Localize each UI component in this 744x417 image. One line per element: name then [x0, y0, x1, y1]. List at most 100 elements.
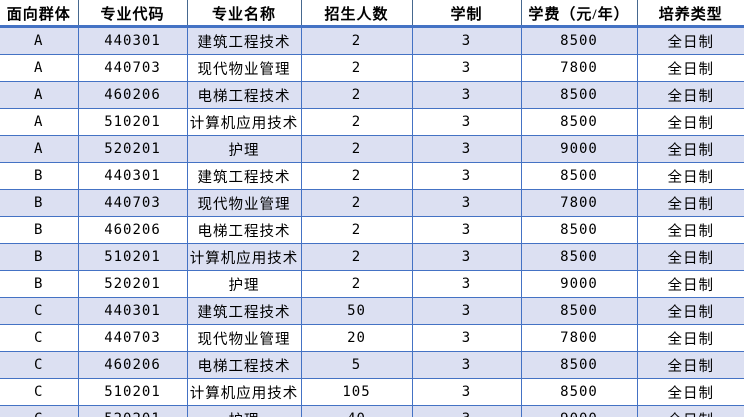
cell-name: 电梯工程技术 — [187, 81, 302, 109]
cell-group: A — [0, 54, 79, 82]
cell-years: 3 — [412, 26, 522, 55]
cell-tuition: 8500 — [521, 162, 638, 190]
cell-group: C — [0, 351, 79, 379]
cell-group: B — [0, 216, 79, 244]
header-row: 面向群体 专业代码 专业名称 招生人数 学制 学费（元/年） 培养类型 — [0, 0, 744, 28]
cell-group: A — [0, 135, 79, 163]
cell-type: 全日制 — [637, 162, 744, 190]
cell-code: 440703 — [78, 324, 188, 352]
cell-years: 3 — [412, 54, 522, 82]
cell-code: 520201 — [78, 135, 188, 163]
table-row: B 520201 护理 2 3 9000 全日制 — [0, 270, 744, 298]
cell-code: 510201 — [78, 108, 188, 136]
cell-name: 建筑工程技术 — [187, 26, 302, 55]
cell-group: B — [0, 189, 79, 217]
cell-tuition: 8500 — [521, 216, 638, 244]
cell-years: 3 — [412, 189, 522, 217]
cell-type: 全日制 — [637, 26, 744, 55]
cell-code: 510201 — [78, 378, 188, 406]
cell-type: 全日制 — [637, 378, 744, 406]
cell-quota: 2 — [301, 270, 413, 298]
cell-type: 全日制 — [637, 297, 744, 325]
cell-quota: 2 — [301, 135, 413, 163]
cell-years: 3 — [412, 216, 522, 244]
cell-name: 电梯工程技术 — [187, 351, 302, 379]
cell-years: 3 — [412, 324, 522, 352]
cell-quota: 2 — [301, 81, 413, 109]
cell-quota: 50 — [301, 297, 413, 325]
cell-tuition: 9000 — [521, 405, 638, 417]
cell-type: 全日制 — [637, 54, 744, 82]
cell-years: 3 — [412, 81, 522, 109]
cell-tuition: 7800 — [521, 324, 638, 352]
cell-tuition: 7800 — [521, 54, 638, 82]
cell-group: A — [0, 81, 79, 109]
cell-code: 440703 — [78, 189, 188, 217]
cell-tuition: 8500 — [521, 297, 638, 325]
column-header-tuition: 学费（元/年） — [521, 0, 638, 28]
column-header-type: 培养类型 — [637, 0, 744, 28]
cell-quota: 2 — [301, 26, 413, 55]
cell-quota: 5 — [301, 351, 413, 379]
cell-quota: 2 — [301, 189, 413, 217]
cell-tuition: 8500 — [521, 243, 638, 271]
cell-code: 460206 — [78, 351, 188, 379]
table-row: C 440301 建筑工程技术 50 3 8500 全日制 — [0, 297, 744, 325]
cell-years: 3 — [412, 405, 522, 417]
cell-type: 全日制 — [637, 189, 744, 217]
cell-group: A — [0, 26, 79, 55]
table-row: B 460206 电梯工程技术 2 3 8500 全日制 — [0, 216, 744, 244]
cell-name: 护理 — [187, 270, 302, 298]
cell-type: 全日制 — [637, 324, 744, 352]
cell-type: 全日制 — [637, 135, 744, 163]
cell-name: 现代物业管理 — [187, 189, 302, 217]
table-row: A 440301 建筑工程技术 2 3 8500 全日制 — [0, 26, 744, 55]
table-row: A 460206 电梯工程技术 2 3 8500 全日制 — [0, 81, 744, 109]
table-row: C 460206 电梯工程技术 5 3 8500 全日制 — [0, 351, 744, 379]
cell-name: 电梯工程技术 — [187, 216, 302, 244]
cell-group: C — [0, 324, 79, 352]
cell-code: 520201 — [78, 270, 188, 298]
cell-code: 520201 — [78, 405, 188, 417]
cell-code: 460206 — [78, 216, 188, 244]
cell-tuition: 8500 — [521, 81, 638, 109]
column-header-name: 专业名称 — [187, 0, 302, 28]
column-header-code: 专业代码 — [78, 0, 188, 28]
cell-group: C — [0, 297, 79, 325]
table-header: 面向群体 专业代码 专业名称 招生人数 学制 学费（元/年） 培养类型 — [0, 0, 744, 28]
cell-type: 全日制 — [637, 405, 744, 417]
cell-years: 3 — [412, 270, 522, 298]
cell-name: 护理 — [187, 405, 302, 417]
cell-group: B — [0, 162, 79, 190]
cell-code: 510201 — [78, 243, 188, 271]
cell-code: 440301 — [78, 297, 188, 325]
cell-years: 3 — [412, 297, 522, 325]
cell-years: 3 — [412, 135, 522, 163]
cell-tuition: 8500 — [521, 108, 638, 136]
cell-tuition: 7800 — [521, 189, 638, 217]
cell-group: A — [0, 108, 79, 136]
cell-type: 全日制 — [637, 351, 744, 379]
table-row: B 440301 建筑工程技术 2 3 8500 全日制 — [0, 162, 744, 190]
table-row: A 520201 护理 2 3 9000 全日制 — [0, 135, 744, 163]
column-header-years: 学制 — [412, 0, 522, 28]
cell-quota: 20 — [301, 324, 413, 352]
cell-group: B — [0, 270, 79, 298]
cell-years: 3 — [412, 351, 522, 379]
cell-tuition: 8500 — [521, 378, 638, 406]
cell-quota: 2 — [301, 108, 413, 136]
cell-name: 建筑工程技术 — [187, 162, 302, 190]
cell-code: 460206 — [78, 81, 188, 109]
cell-type: 全日制 — [637, 108, 744, 136]
cell-name: 现代物业管理 — [187, 54, 302, 82]
cell-years: 3 — [412, 162, 522, 190]
table-body: A 440301 建筑工程技术 2 3 8500 全日制 A 440703 现代物业管理 2 3 780… — [0, 26, 744, 417]
cell-name: 计算机应用技术 — [187, 243, 302, 271]
cell-name: 建筑工程技术 — [187, 297, 302, 325]
cell-quota: 105 — [301, 378, 413, 406]
cell-group: B — [0, 243, 79, 271]
table-row: C520201护理4039000全日制 — [0, 405, 744, 417]
cell-years: 3 — [412, 378, 522, 406]
cell-name: 现代物业管理 — [187, 324, 302, 352]
